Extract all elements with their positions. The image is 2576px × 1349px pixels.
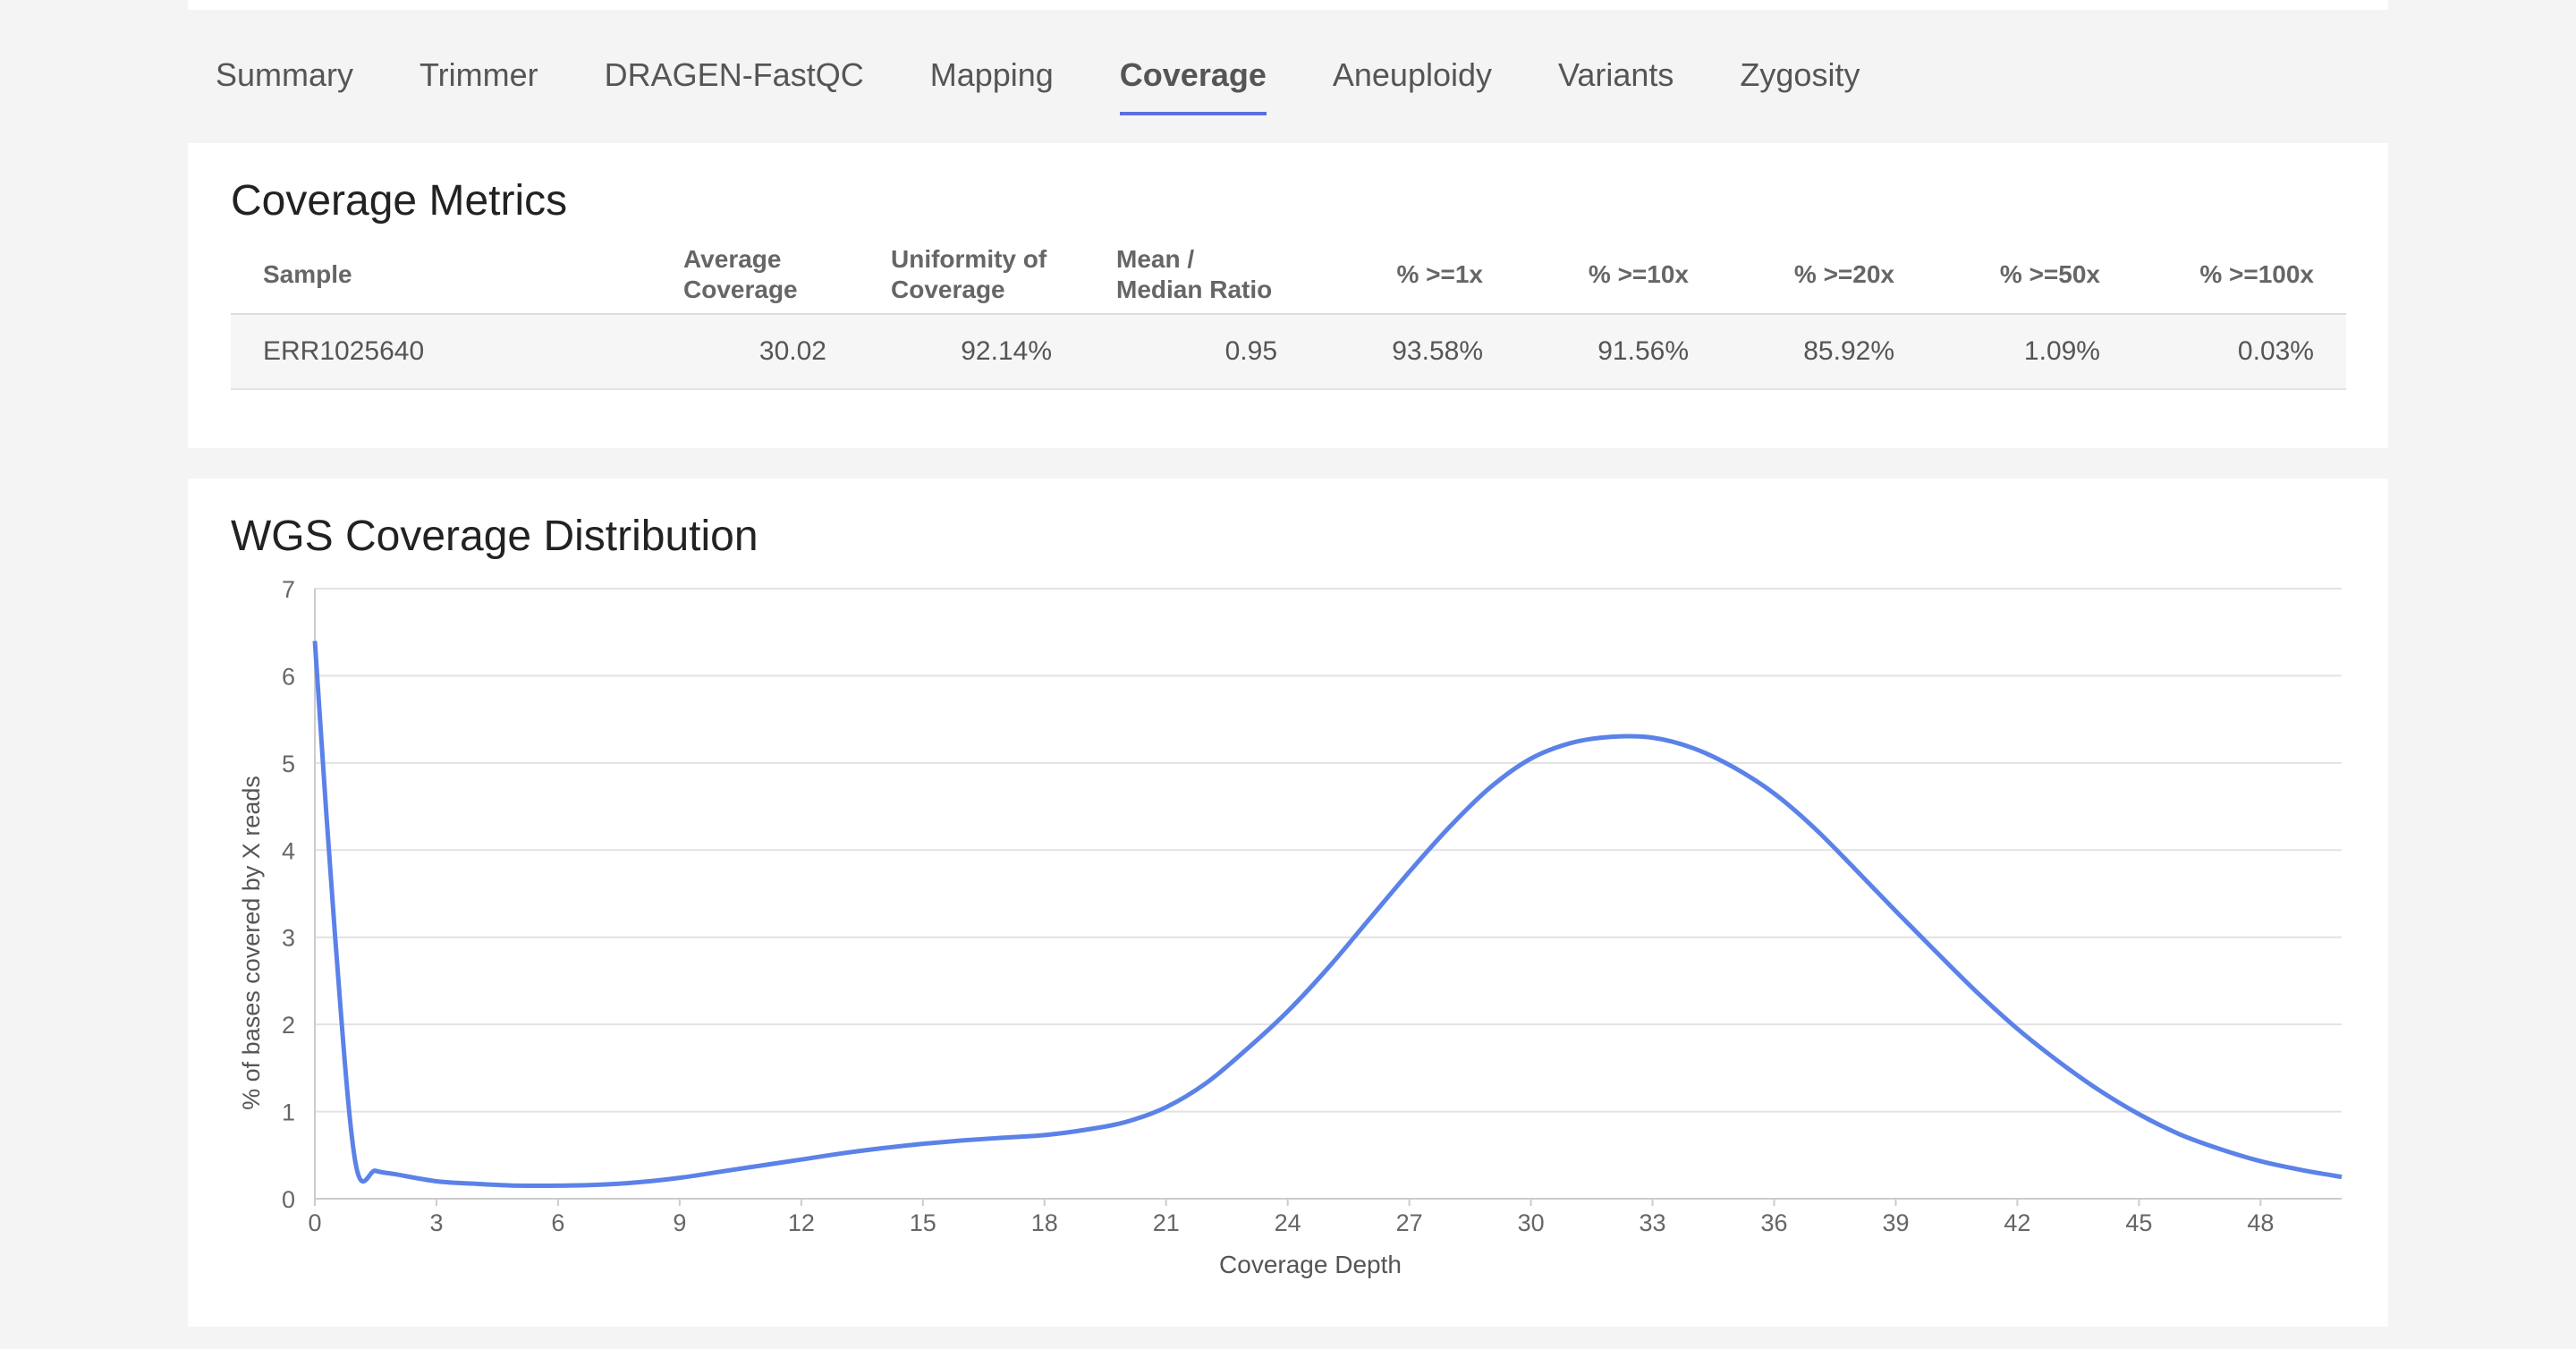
tab-trimmer[interactable]: Trimmer [419,56,538,93]
cell-pct-1x: 93.58% [1309,314,1515,390]
x-tick-label: 3 [429,1209,443,1236]
cell-pct-20x: 85.92% [1721,314,1927,390]
chart-grid [315,588,2342,1113]
x-tick-label: 21 [1153,1209,1180,1236]
sample-link[interactable]: ERR1025640 [231,314,651,390]
coverage-metrics-title: Coverage Metrics [231,177,568,225]
cell-pct-100x: 0.03% [2132,314,2346,390]
header-line: Coverage [683,276,798,303]
header-pct-50x[interactable]: % >=50x [1927,236,2132,315]
y-tick-label: 5 [282,751,295,777]
header-line: Median Ratio [1116,276,1273,303]
x-tick-label: 48 [2247,1209,2274,1236]
tab-bar: Summary Trimmer DRAGEN-FastQC Mapping Co… [188,50,1898,115]
tab-dragen-fastqc[interactable]: DRAGEN-FastQC [604,56,864,93]
tab-coverage[interactable]: Coverage [1119,50,1267,115]
x-tick-label: 15 [910,1209,936,1236]
chart-title: WGS Coverage Distribution [231,513,758,560]
x-tick-label: 45 [2125,1209,2152,1236]
header-pct-20x[interactable]: % >=20x [1721,236,1927,315]
header-sample[interactable]: Sample [231,236,651,315]
cell-uniformity: 92.14% [859,314,1084,390]
header-line: Uniformity of [891,245,1047,273]
y-tick-label: 0 [282,1186,295,1213]
y-axis-ticks: 0 1 2 3 4 5 6 7 [282,576,295,1213]
x-axis-ticks: 0 3 6 9 12 15 18 21 24 27 30 33 36 39 42 45 48 [308,1199,2274,1236]
x-tick-label: 24 [1275,1209,1301,1236]
header-line: Average [683,245,782,273]
cell-average-coverage: 30.02 [651,314,859,390]
x-tick-label: 18 [1031,1209,1058,1236]
x-tick-label: 33 [1640,1209,1666,1236]
tab-summary[interactable]: Summary [216,56,354,93]
y-tick-label: 1 [282,1099,295,1126]
tab-variants[interactable]: Variants [1558,56,1674,93]
table-header-row: Sample Average Coverage Uniformity of Co… [231,236,2346,315]
y-tick-label: 4 [282,837,295,864]
header-pct-10x[interactable]: % >=10x [1515,236,1721,315]
cell-pct-10x: 91.56% [1515,314,1721,390]
header-pct-100x[interactable]: % >=100x [2132,236,2346,315]
y-tick-label: 6 [282,663,295,690]
y-tick-label: 7 [282,576,295,603]
y-tick-label: 3 [282,925,295,952]
y-tick-label: 2 [282,1012,295,1039]
table-row: ERR1025640 30.02 92.14% 0.95 93.58% 91.5… [231,314,2346,390]
x-tick-label: 12 [788,1209,815,1236]
header-pct-1x[interactable]: % >=1x [1309,236,1515,315]
coverage-metrics-card: Coverage Metrics Sample Average Coverage… [188,143,2388,546]
x-tick-label: 39 [1882,1209,1909,1236]
header-average-coverage[interactable]: Average Coverage [651,236,859,315]
x-tick-label: 27 [1396,1209,1423,1236]
x-tick-label: 36 [1760,1209,1787,1236]
x-tick-label: 30 [1518,1209,1545,1236]
tab-aneuploidy[interactable]: Aneuploidy [1332,56,1493,93]
x-tick-label: 9 [673,1209,686,1236]
x-axis-label: Coverage Depth [1219,1251,1402,1278]
header-mean-median-ratio[interactable]: Mean / Median Ratio [1084,236,1309,315]
series-line [312,641,2343,1189]
header-line: Mean / [1116,245,1195,273]
top-strip [188,0,2388,10]
x-tick-label: 0 [308,1209,321,1236]
y-axis-label: % of bases covered by X reads [238,776,265,1110]
header-line: Coverage [891,276,1005,303]
x-tick-label: 42 [2004,1209,2030,1236]
cell-pct-50x: 1.09% [1927,314,2132,390]
coverage-metrics-table: Sample Average Coverage Uniformity of Co… [231,236,2346,390]
x-tick-label: 6 [551,1209,564,1236]
tab-mapping[interactable]: Mapping [929,56,1054,93]
header-uniformity[interactable]: Uniformity of Coverage [859,236,1084,315]
cell-mean-median-ratio: 0.95 [1084,314,1309,390]
tab-zygosity[interactable]: Zygosity [1740,56,1860,93]
